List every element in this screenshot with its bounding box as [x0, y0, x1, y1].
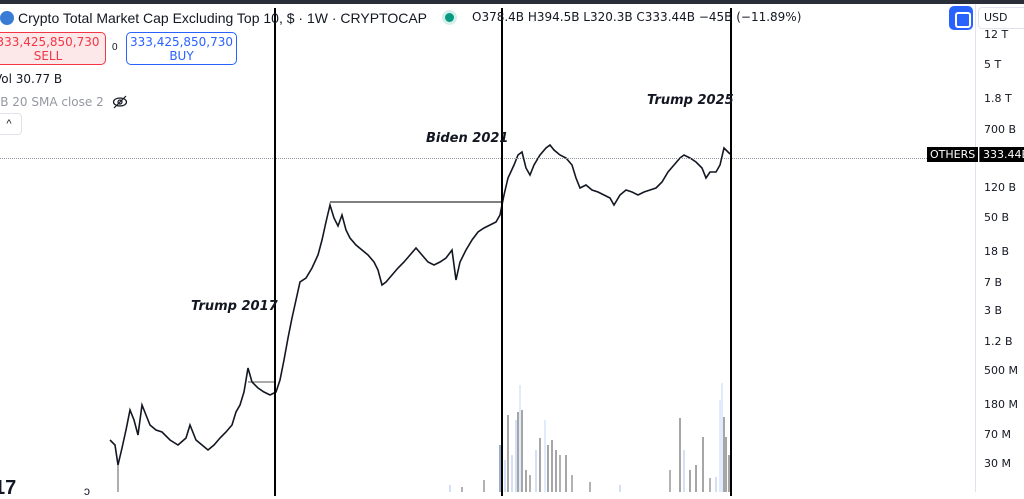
top-bar: [0, 0, 1024, 4]
ohlc-open: O378.4B: [472, 10, 525, 24]
axis-tick: 30 M: [984, 457, 1011, 470]
sell-price: 333,425,850,730: [0, 35, 100, 49]
axis-tick: 5 T: [984, 58, 1002, 71]
ohlc-legend: O378.4B H394.5B L320.3B C333.44B −45B (−…: [445, 10, 801, 24]
axis-tick: 7 B: [984, 276, 1003, 289]
axis-tick: 50 B: [984, 211, 1010, 224]
axis-tick: 70 M: [984, 428, 1011, 441]
axis-tick: 1.2 B: [984, 335, 1013, 348]
currency-select[interactable]: USD: [978, 7, 1024, 29]
crypto-logo-icon: [0, 11, 14, 25]
axis-tick: 18 B: [984, 245, 1010, 258]
currency-value: USD: [984, 11, 1008, 24]
price-plot: [109, 143, 731, 492]
axis-tick: 180 M: [984, 398, 1018, 411]
axis-tick: 120 B: [984, 181, 1017, 194]
sell-button[interactable]: 333,425,850,730 SELL: [0, 32, 106, 65]
ohlc-close: C333.44B: [636, 10, 696, 24]
annotation-biden-2021[interactable]: Biden 2021: [426, 131, 509, 146]
scroll-icon[interactable]: ↄ: [84, 484, 90, 498]
bb-indicator-label: BB 20 SMA close 2: [0, 95, 104, 109]
buy-button[interactable]: 333,425,850,730 BUY: [126, 32, 237, 65]
axis-tick: 700 B: [984, 123, 1017, 136]
symbol-title-bar[interactable]: Crypto Total Market Cap Excluding Top 10…: [0, 8, 427, 28]
ohlc-change: −45B (−11.89%): [698, 10, 802, 24]
ohlc-low: L320.3B: [583, 10, 633, 24]
chart-pane[interactable]: Trump 2017 Biden 2021 Trump 2025: [0, 4, 975, 496]
price-series: [109, 143, 731, 466]
annotation-trump-2025[interactable]: Trump 2025: [647, 93, 734, 108]
fullscreen-button[interactable]: [949, 6, 973, 30]
sell-label: SELL: [33, 49, 63, 63]
buy-price: 333,425,850,730: [129, 35, 234, 49]
axis-tick: 3 B: [984, 304, 1003, 317]
axis-tick: 1.8 T: [984, 92, 1012, 105]
volume-histogram: [449, 383, 730, 492]
collapse-legend-button[interactable]: ^: [0, 113, 22, 135]
price-crosshair-line: [0, 158, 975, 159]
marker-line-trump-2017[interactable]: [274, 8, 276, 496]
symbol-title: Crypto Total Market Cap Excluding Top 10…: [18, 10, 428, 26]
symbol-price-tag: OTHERS: [927, 147, 979, 162]
tradingview-logo[interactable]: 17: [0, 477, 17, 499]
buy-label: BUY: [169, 49, 194, 63]
marker-line-trump-2025[interactable]: [730, 8, 732, 496]
ohlc-high: H394.5B: [527, 10, 580, 24]
last-price-tag: 333.44B: [979, 147, 1024, 162]
axis-tick: 500 M: [984, 364, 1018, 377]
bb-indicator-legend[interactable]: BB 20 SMA close 2: [0, 95, 128, 109]
price-axis[interactable]: 12 T 5 T 1.8 T 700 B 120 B 50 B 18 B 7 B…: [975, 4, 1024, 492]
hidden-eye-icon[interactable]: [112, 95, 128, 109]
spread-value: 0: [112, 42, 118, 53]
axis-tick: 12 T: [984, 28, 1009, 41]
volume-legend[interactable]: Vol 30.77 B: [0, 72, 63, 86]
annotation-trump-2017[interactable]: Trump 2017: [191, 299, 278, 314]
market-status-icon[interactable]: [445, 12, 454, 22]
marker-line-biden-2021[interactable]: [501, 8, 503, 496]
